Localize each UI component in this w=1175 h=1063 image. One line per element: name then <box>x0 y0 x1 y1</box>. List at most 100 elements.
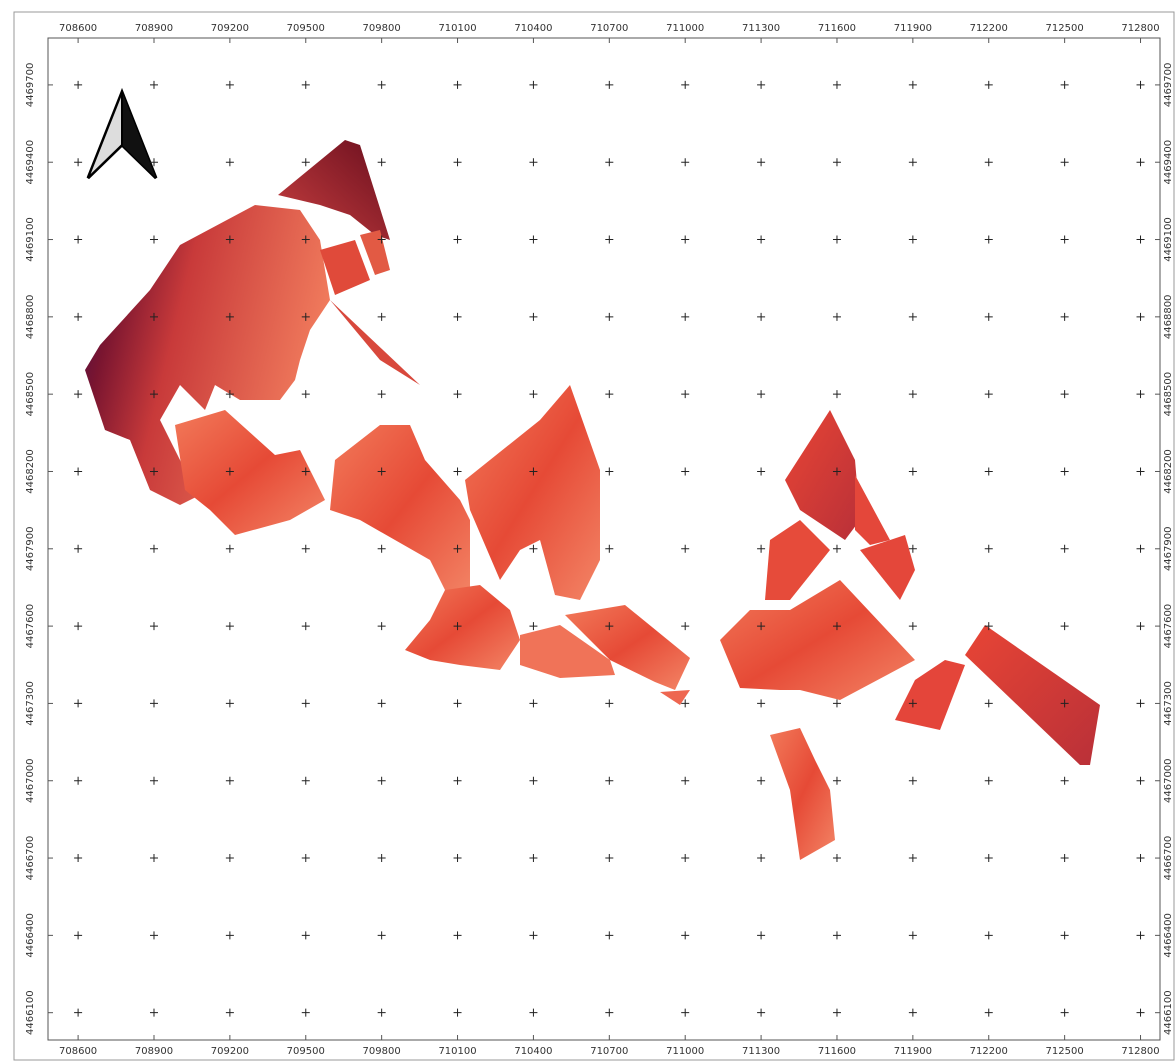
grid-cross <box>909 854 917 862</box>
grid-cross <box>681 313 689 321</box>
grid-cross <box>1061 545 1069 553</box>
x-tick-label-top: 709200 <box>211 23 249 34</box>
grid-cross <box>833 81 841 89</box>
y-tick-label-right: 4467900 <box>1163 527 1174 572</box>
parcel <box>765 520 830 600</box>
grid-cross <box>1061 390 1069 398</box>
grid-cross <box>605 931 613 939</box>
grid-cross <box>302 622 310 630</box>
grid-cross <box>302 854 310 862</box>
grid-cross <box>302 81 310 89</box>
parcel <box>330 300 420 385</box>
grid-cross <box>833 1009 841 1017</box>
grid-cross <box>605 236 613 244</box>
grid-cross <box>909 545 917 553</box>
grid-cross <box>1061 622 1069 630</box>
grid-cross <box>1137 467 1145 475</box>
grid-cross <box>833 854 841 862</box>
grid-cross <box>605 467 613 475</box>
grid-cross <box>757 236 765 244</box>
grid-cross <box>909 158 917 166</box>
x-tick-label-bottom: 710100 <box>438 1046 476 1057</box>
parcels <box>85 140 1100 860</box>
grid-cross <box>302 158 310 166</box>
y-tick-label-right: 4467000 <box>1163 758 1174 803</box>
x-tick-label-top: 708600 <box>59 23 97 34</box>
grid-cross <box>226 1009 234 1017</box>
y-tick-label-left: 4466400 <box>25 913 36 958</box>
grid-cross <box>74 81 82 89</box>
grid-cross <box>1061 1009 1069 1017</box>
x-tick-label-bottom: 710400 <box>514 1046 552 1057</box>
y-tick-label-right: 4469700 <box>1163 63 1174 108</box>
grid-cross <box>909 81 917 89</box>
grid-cross <box>1061 777 1069 785</box>
y-tick-label-right: 4466100 <box>1163 990 1174 1035</box>
y-tick-label-left: 4469100 <box>25 217 36 262</box>
grid-cross <box>681 236 689 244</box>
x-tick-label-top: 711000 <box>666 23 704 34</box>
grid-cross <box>909 390 917 398</box>
grid-cross <box>378 777 386 785</box>
x-tick-label-top: 708900 <box>135 23 173 34</box>
grid-cross <box>74 1009 82 1017</box>
x-tick-label-bottom: 712500 <box>1046 1046 1084 1057</box>
x-tick-label-bottom: 711000 <box>666 1046 704 1057</box>
y-tick-label-left: 4466700 <box>25 836 36 881</box>
grid-cross <box>378 81 386 89</box>
grid-cross <box>529 313 537 321</box>
grid-cross <box>605 1009 613 1017</box>
grid-cross <box>454 777 462 785</box>
grid-cross <box>454 931 462 939</box>
y-tick-label-right: 4466700 <box>1163 836 1174 881</box>
grid-cross <box>302 777 310 785</box>
grid-cross <box>985 699 993 707</box>
grid-cross <box>681 467 689 475</box>
grid-cross <box>1061 158 1069 166</box>
grid-cross <box>757 81 765 89</box>
grid-cross <box>1137 699 1145 707</box>
grid-cross <box>378 390 386 398</box>
x-tick-label-top: 710400 <box>514 23 552 34</box>
grid-cross <box>529 777 537 785</box>
grid-cross <box>1137 390 1145 398</box>
y-tick-label-right: 4468800 <box>1163 295 1174 340</box>
north-arrow <box>88 92 156 178</box>
grid-cross <box>1061 854 1069 862</box>
grid-cross <box>529 390 537 398</box>
grid-cross <box>681 545 689 553</box>
x-tick-label-top: 709800 <box>363 23 401 34</box>
grid-cross <box>909 236 917 244</box>
x-tick-label-top: 711300 <box>742 23 780 34</box>
grid-cross <box>454 699 462 707</box>
grid-cross <box>681 622 689 630</box>
grid-cross <box>378 931 386 939</box>
y-tick-label-left: 4468500 <box>25 372 36 417</box>
grid-cross <box>681 81 689 89</box>
grid-cross <box>1061 931 1069 939</box>
y-tick-label-right: 4468500 <box>1163 372 1174 417</box>
grid-cross <box>909 1009 917 1017</box>
x-tick-label-top: 710100 <box>438 23 476 34</box>
grid-cross <box>985 81 993 89</box>
grid-cross <box>378 158 386 166</box>
grid-cross <box>454 1009 462 1017</box>
grid-cross <box>150 931 158 939</box>
parcel <box>895 660 965 730</box>
grid-cross <box>757 467 765 475</box>
grid-cross <box>833 777 841 785</box>
grid-cross <box>150 699 158 707</box>
grid-cross <box>1137 236 1145 244</box>
parcel <box>720 580 915 700</box>
grid-cross <box>985 854 993 862</box>
grid-cross <box>454 158 462 166</box>
x-tick-label-bottom: 712800 <box>1121 1046 1159 1057</box>
grid-cross <box>833 699 841 707</box>
y-tick-label-left: 4469700 <box>25 63 36 108</box>
grid-cross <box>681 158 689 166</box>
x-tick-label-top: 709500 <box>287 23 325 34</box>
grid-cross <box>909 622 917 630</box>
grid-cross <box>226 854 234 862</box>
x-tick-label-bottom: 709200 <box>211 1046 249 1057</box>
grid-cross <box>302 390 310 398</box>
